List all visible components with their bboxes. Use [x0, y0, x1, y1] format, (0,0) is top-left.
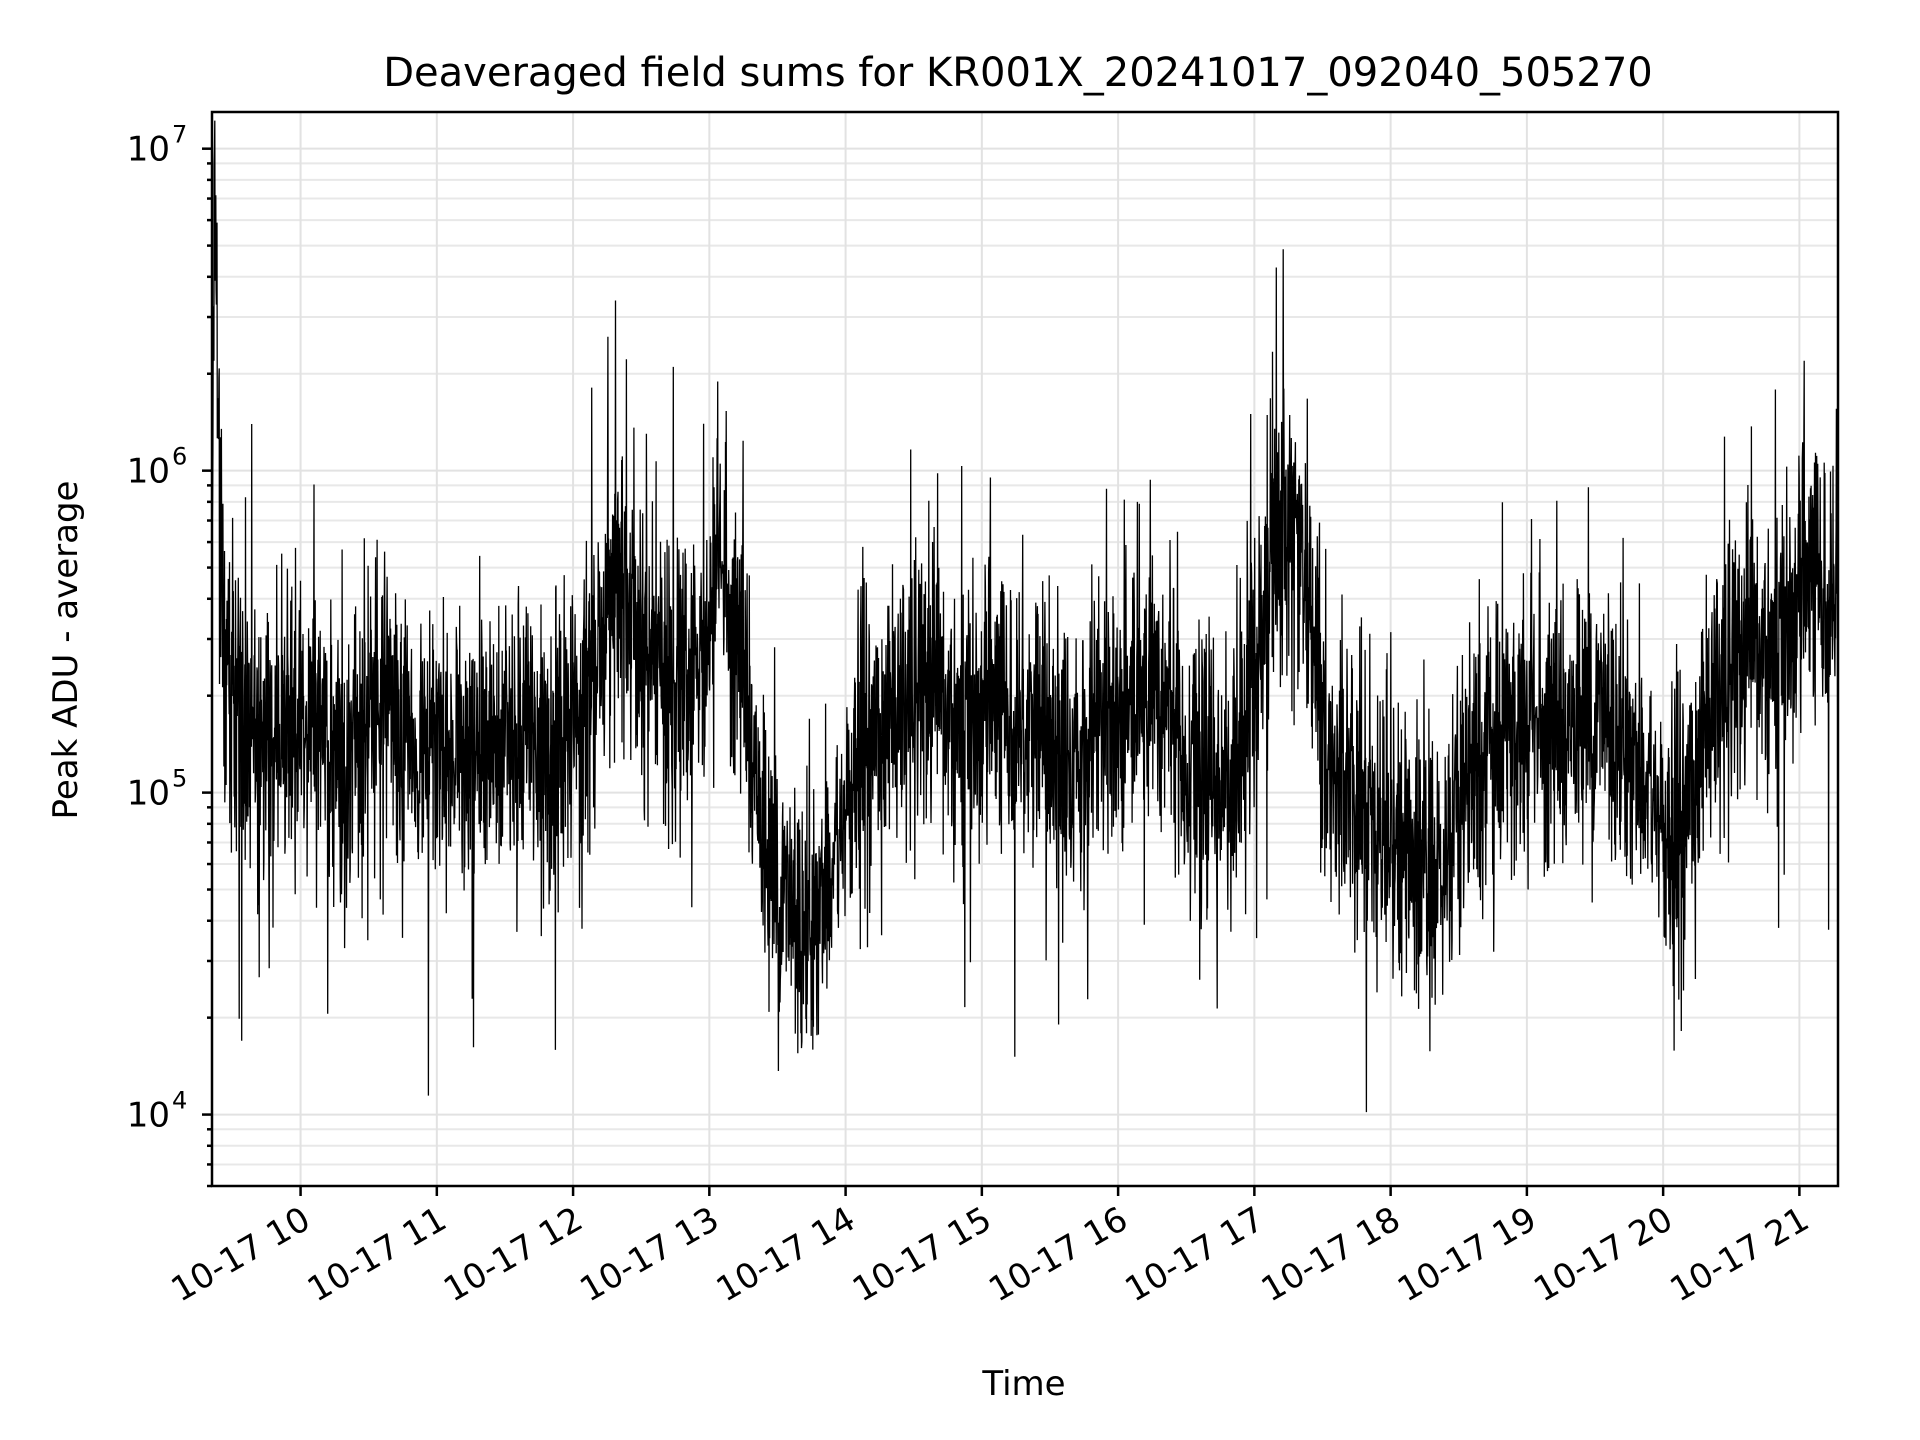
y-tick-label: 10	[127, 130, 170, 170]
y-tick-exponent: 5	[172, 765, 187, 793]
y-tick-base: 10	[127, 130, 170, 170]
x-tick-label: 10-17 21	[1664, 1199, 1816, 1310]
x-tick-label: 10-17 10	[165, 1199, 317, 1310]
y-tick-exponent: 7	[172, 121, 187, 149]
y-tick-exponent: 4	[172, 1087, 187, 1115]
x-tick-label: 10-17 13	[573, 1199, 725, 1310]
y-axis-label: Peak ADU - average	[46, 481, 86, 820]
series-layer	[211, 120, 1839, 1113]
x-tick-label: 10-17 19	[1391, 1199, 1543, 1310]
y-tick-base: 10	[127, 774, 170, 814]
x-tick-label: 10-17 20	[1527, 1199, 1679, 1310]
y-tick-label: 10	[127, 1096, 170, 1136]
y-tick-exponent: 6	[172, 443, 187, 471]
y-tick-label: 10	[127, 452, 170, 492]
series-line	[211, 120, 1839, 1113]
x-tick-label: 10-17 11	[301, 1199, 453, 1310]
x-tick-label: 10-17 14	[710, 1199, 862, 1310]
x-tick-label: 10-17 15	[846, 1199, 998, 1310]
plot-area-frame	[210, 110, 1840, 1188]
x-axis-label: Time	[981, 1364, 1065, 1404]
x-tick-label: 10-17 16	[982, 1199, 1134, 1310]
chart-title: Deaveraged field sums for KR001X_2024101…	[383, 50, 1652, 96]
y-tick-base: 10	[127, 452, 170, 492]
y-tick-label: 10	[127, 774, 170, 814]
x-tick-label: 10-17 17	[1118, 1199, 1270, 1310]
x-tick-label: 10-17 12	[437, 1199, 589, 1310]
x-tick-label: 10-17 18	[1255, 1199, 1407, 1310]
y-tick-base: 10	[127, 1096, 170, 1136]
